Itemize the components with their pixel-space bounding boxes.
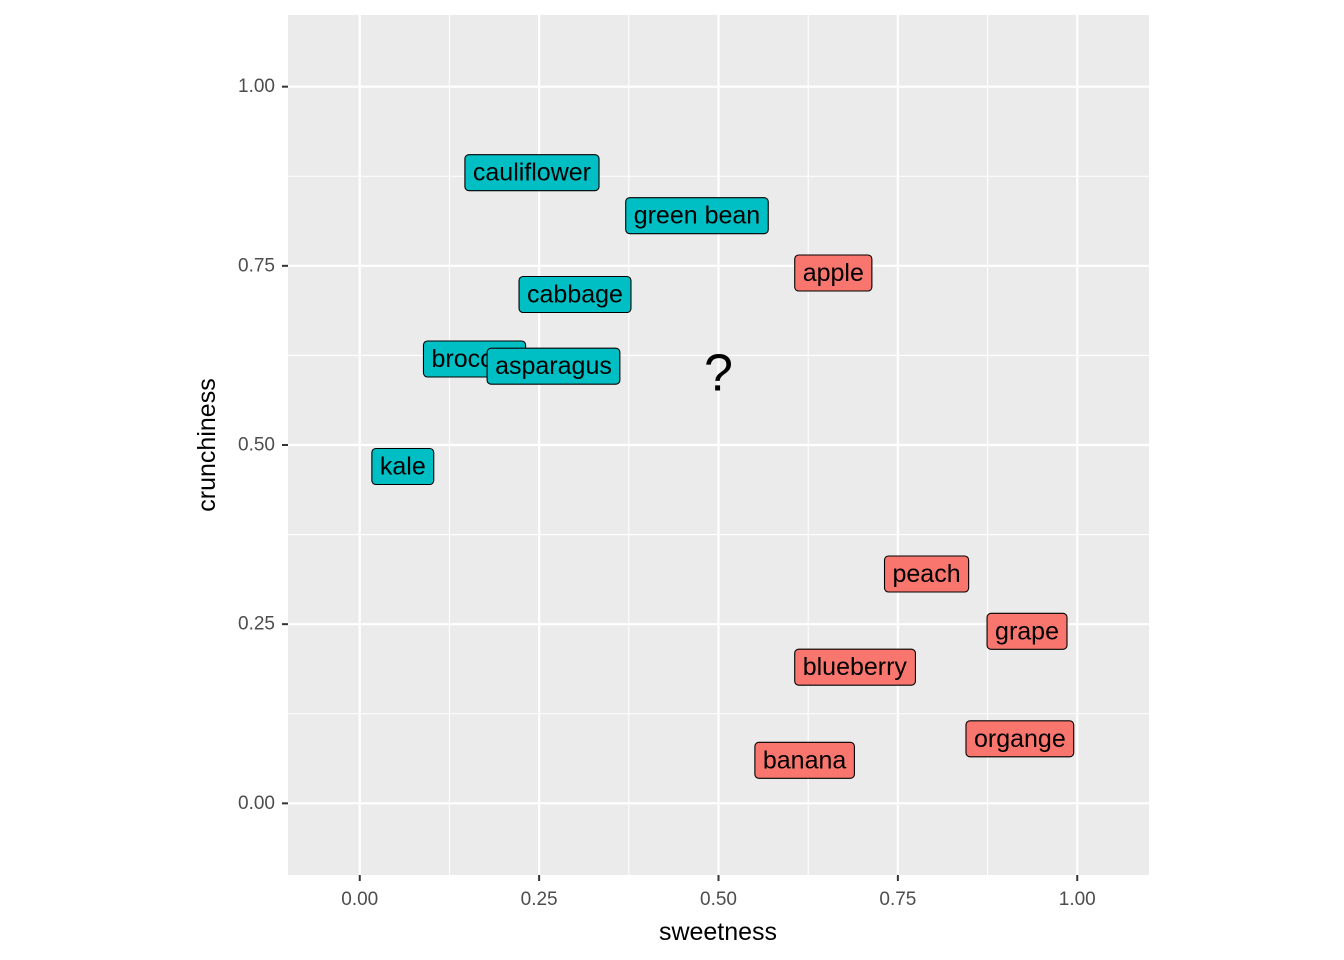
- label-box: [486, 347, 621, 385]
- x-tick-label: 0.00: [341, 889, 378, 910]
- label-box: [371, 447, 435, 486]
- x-tick-label: 0.50: [700, 889, 737, 910]
- x-tick-label: 1.00: [1059, 889, 1096, 910]
- label-text: blueberry: [803, 653, 908, 681]
- label-box: [986, 612, 1068, 650]
- label-text: organge: [974, 725, 1066, 753]
- label-box: [794, 648, 916, 686]
- label-box: [754, 741, 855, 779]
- major-gridlines: [288, 15, 1149, 875]
- label-text: green bean: [634, 202, 761, 230]
- label-box: [965, 720, 1075, 758]
- label-text: cauliflower: [473, 159, 591, 187]
- label-box: [794, 254, 873, 292]
- y-axis-tick-labels: 0.00 0.25 0.50 0.75 1.00: [238, 76, 275, 814]
- point-label-peach: peach: [883, 555, 970, 593]
- label-text: asparagus: [495, 352, 612, 380]
- y-tick-label: 1.00: [238, 76, 275, 97]
- label-text: apple: [803, 259, 864, 287]
- label-box: [883, 555, 970, 593]
- label-text: banana: [763, 746, 847, 774]
- label-text: grape: [995, 617, 1059, 645]
- point-label-green-bean: green bean: [625, 197, 769, 235]
- y-tick-label: 0.25: [238, 614, 275, 635]
- point-label-grape: grape: [986, 612, 1068, 650]
- label-box: [518, 275, 632, 314]
- y-tick-label: 0.75: [238, 255, 275, 276]
- point-label-organge: organge: [965, 720, 1075, 758]
- label-text: peach: [893, 560, 961, 588]
- x-tick-label: 0.75: [879, 889, 916, 910]
- point-label-banana: banana: [754, 741, 855, 779]
- point-label-apple: apple: [794, 254, 873, 292]
- label-text: kale: [380, 453, 426, 481]
- point-label-asparagus: asparagus: [486, 347, 621, 385]
- point-label-blueberry: blueberry: [794, 648, 916, 686]
- y-tick-label: 0.50: [238, 435, 275, 456]
- point-label-cabbage: cabbage: [518, 275, 632, 314]
- x-axis-title: sweetness: [659, 918, 777, 946]
- x-tick-label: 0.25: [521, 889, 558, 910]
- label-text: cabbage: [527, 281, 623, 309]
- x-axis-tick-labels: 0.00 0.25 0.50 0.75 1.00: [341, 889, 1095, 910]
- y-tick-label: 0.00: [238, 793, 275, 814]
- point-label-kale: kale: [371, 447, 435, 486]
- axis-ticks: [282, 85, 1079, 881]
- y-axis-title: crunchiness: [193, 378, 221, 511]
- point-label-cauliflower: cauliflower: [464, 154, 600, 192]
- unknown-point-marker: ?: [704, 344, 733, 402]
- label-box: [464, 154, 600, 192]
- label-box: [625, 197, 769, 235]
